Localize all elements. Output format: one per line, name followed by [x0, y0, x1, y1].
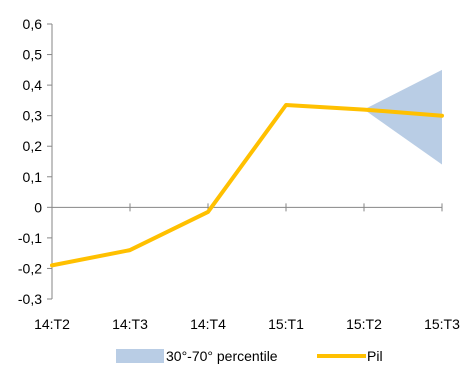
legend: 30°-70° percentile Pil	[116, 348, 383, 364]
legend-label-percentile: 30°-70° percentile	[166, 348, 278, 364]
series-line-pil	[50, 103, 444, 268]
y-tick-label: -0,3	[18, 291, 42, 307]
percentile-band-area	[364, 69, 442, 165]
legend-swatch-percentile	[116, 349, 164, 363]
percentile-band-layer	[364, 69, 442, 165]
x-tick-label: 14:T4	[190, 316, 226, 332]
legend-label-pil: Pil	[367, 348, 383, 364]
y-tick-labels: -0,3 -0,2 -0,1 0 0,1 0,2 0,3 0,4 0,5 0,6	[18, 16, 42, 307]
y-tick-label: 0,5	[23, 47, 43, 63]
x-tick-label: 14:T2	[34, 316, 70, 332]
series-layer	[50, 103, 444, 268]
y-tick-label: 0	[34, 199, 42, 215]
x-tick-label: 15:T1	[268, 316, 304, 332]
x-tick-label: 15:T3	[424, 316, 460, 332]
x-tick-label: 15:T2	[346, 316, 382, 332]
y-tick-label: 0,4	[23, 77, 43, 93]
y-tick-label: 0,1	[23, 169, 43, 185]
y-tick-label: 0,6	[23, 16, 43, 32]
y-tick-label: 0,2	[23, 138, 43, 154]
axes-layer	[47, 23, 443, 300]
y-tick-label: 0,3	[23, 108, 43, 124]
x-tick-labels: 14:T2 14:T3 14:T4 15:T1 15:T2 15:T3	[34, 316, 460, 332]
x-tick-label: 14:T3	[112, 316, 148, 332]
y-tick-label: -0,1	[18, 230, 42, 246]
y-tick-label: -0,2	[18, 260, 42, 276]
